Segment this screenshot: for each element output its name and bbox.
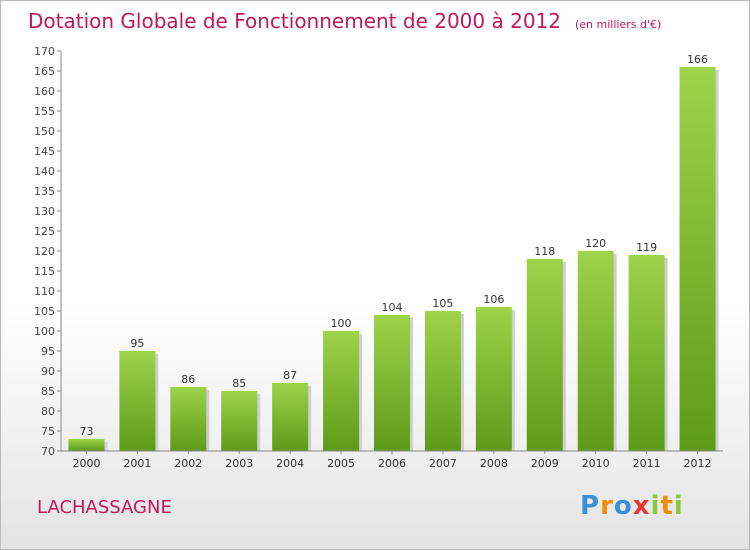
y-axis: 70 75 80 85 90 95 100 105 110 115 120 125 130 135 140 1…: [34, 45, 62, 458]
chart-title-block: Dotation Globale de Fonctionnement de 20…: [28, 9, 661, 33]
bar: [272, 383, 309, 451]
x-tick-label: 2001: [123, 457, 151, 470]
bar: [170, 387, 207, 451]
x-axis: 2000 2001 2002 2003 2004 2005 2006 2007 2008 2009…: [61, 450, 723, 470]
bar: [323, 331, 360, 451]
y-tick-label: 100: [34, 325, 55, 338]
bar: [374, 315, 410, 451]
y-tick-label: 165: [34, 65, 55, 78]
x-tick-label: 2004: [276, 457, 304, 470]
bar: [475, 307, 512, 451]
logo-letter: t: [660, 491, 674, 521]
bar-value-label: 120: [585, 237, 606, 250]
x-tick-label: 2007: [429, 457, 457, 470]
bar-value-label: 105: [432, 297, 453, 310]
y-tick-label: 150: [34, 125, 55, 138]
x-tick-label: 2000: [72, 457, 100, 470]
x-tick-label: 2005: [327, 457, 355, 470]
logo-letter: x: [632, 491, 651, 521]
y-tick-label: 85: [41, 385, 55, 398]
y-tick-label: 105: [34, 305, 55, 318]
chart-title: Dotation Globale de Fonctionnement de 20…: [28, 9, 561, 33]
bar-value-label: 106: [483, 293, 504, 306]
bar-value-label: 86: [181, 373, 195, 386]
bar-value-label: 73: [79, 425, 93, 438]
bar-value-label: 95: [130, 337, 144, 350]
bar-value-label: 119: [636, 241, 657, 254]
x-tick-label: 2009: [531, 457, 559, 470]
bar: [628, 255, 665, 451]
x-tick-label: 2002: [174, 457, 202, 470]
bar-value-label: 100: [331, 317, 352, 330]
bar-value-label: 85: [232, 377, 246, 390]
place-name: LACHASSAGNE: [37, 497, 172, 518]
y-tick-label: 115: [34, 265, 55, 278]
logo-letter: i: [673, 491, 684, 521]
y-tick-label: 120: [34, 245, 55, 258]
x-tick-label: 2003: [225, 457, 253, 470]
x-tick-label: 2010: [582, 457, 610, 470]
bar: [68, 439, 105, 451]
y-tick-label: 155: [34, 105, 55, 118]
y-tick-label: 130: [34, 205, 55, 218]
y-tick-label: 110: [34, 285, 55, 298]
bar-value-label: 104: [382, 301, 403, 314]
bar: [526, 259, 563, 451]
x-tick-label: 2008: [480, 457, 508, 470]
y-tick-label: 135: [34, 185, 55, 198]
bar-value-label: 166: [687, 53, 708, 66]
x-tick-label: 2012: [684, 457, 712, 470]
logo-letter: P: [580, 491, 601, 521]
x-tick-label: 2011: [633, 457, 661, 470]
y-tick-label: 70: [41, 445, 55, 458]
bar: [679, 67, 716, 451]
logo-letter: r: [600, 491, 614, 521]
y-tick-label: 170: [34, 45, 55, 58]
bar: [119, 351, 156, 451]
bars: 73 95 86 85 87 100 104 105 106 118 120 119 166: [68, 53, 719, 451]
x-tick-label: 2006: [378, 457, 406, 470]
y-tick-label: 125: [34, 225, 55, 238]
proxiti-logo[interactable]: Proxiti: [580, 491, 684, 521]
logo-letter: o: [613, 491, 633, 521]
chart-unit: (en milliers d'€): [575, 18, 662, 31]
bar: [424, 311, 461, 451]
bar-value-label: 118: [534, 245, 555, 258]
y-tick-label: 145: [34, 145, 55, 158]
y-tick-label: 80: [41, 405, 55, 418]
y-tick-label: 75: [41, 425, 55, 438]
bar: [577, 251, 614, 451]
y-tick-label: 90: [41, 365, 55, 378]
bar: [221, 391, 258, 451]
bar-value-label: 87: [283, 369, 297, 382]
y-tick-label: 140: [34, 165, 55, 178]
y-tick-label: 95: [41, 345, 55, 358]
y-tick-label: 160: [34, 85, 55, 98]
logo-letter: i: [650, 491, 661, 521]
